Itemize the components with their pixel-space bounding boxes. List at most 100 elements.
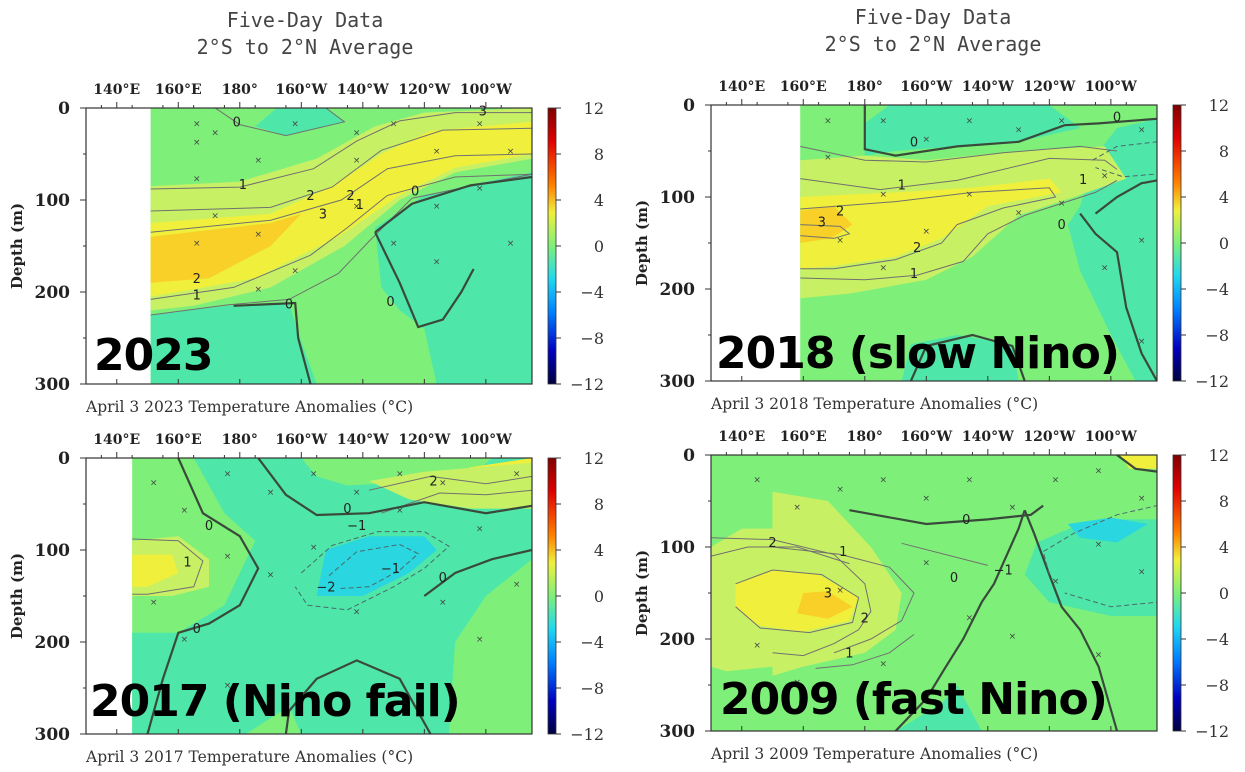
y-tick-label: 200 [660, 280, 696, 300]
contour-label: 0 [205, 519, 213, 534]
y-tick-label: 200 [35, 283, 71, 303]
sample-marker: × [513, 580, 521, 590]
colorbar-tick-label: 8 [594, 495, 604, 514]
sample-marker: × [291, 119, 299, 129]
colorbar-tick-label: 12 [584, 449, 604, 468]
sample-marker: × [193, 119, 201, 129]
contour-label: 0 [910, 135, 918, 150]
y-tick-label: 300 [35, 725, 71, 745]
anomaly-region-cool [901, 335, 1019, 381]
sample-marker: × [753, 641, 761, 651]
contour-line [800, 187, 1057, 270]
y-tick-label: 100 [660, 538, 696, 558]
contour-label: 1 [193, 288, 201, 303]
contour-label: 2 [768, 536, 776, 551]
colorbar-tick-label: −8 [1205, 676, 1229, 695]
big-label-2018: 2018 (slow Nino) [716, 328, 1120, 379]
panel-2017: × × × × × × × × × × × × × × × × × × × × × 0 1 0 0 −1 −2 −1 2 0 140°E 16… [0, 418, 604, 770]
sample-marker: × [390, 239, 398, 249]
contour-label: −1 [381, 562, 400, 577]
colorbar-tick-label: −8 [1205, 326, 1229, 345]
x-tick-label: 180° [222, 82, 258, 98]
sample-marker: × [150, 479, 158, 489]
x-tick-label: 160°E [155, 82, 202, 98]
contour-label: 0 [233, 115, 241, 130]
y-axis-label: Depth (m) [8, 203, 26, 289]
x-tick-label: 100°W [460, 432, 512, 448]
sample-marker: × [1095, 650, 1103, 660]
contour-label: 1 [1079, 173, 1087, 188]
contour-line [815, 633, 915, 669]
anomaly-region-cool [864, 105, 1081, 156]
contour-label: 3 [824, 587, 832, 602]
sample-marker: × [1101, 172, 1109, 182]
x-tick-label: 160°W [900, 79, 952, 95]
y-tick-label: 300 [660, 372, 696, 392]
colorbar-tick-label: 4 [1219, 538, 1229, 557]
sample-marker: × [390, 119, 398, 129]
sample-marker: × [1138, 568, 1146, 578]
contour-label: 0 [1113, 111, 1121, 126]
big-label-2023: 2023 [94, 330, 213, 381]
y-axis-label: Depth (m) [8, 553, 26, 639]
sample-marker: × [879, 190, 887, 200]
y-tick-label: 300 [35, 375, 71, 395]
sample-marker: × [211, 211, 219, 221]
anomaly-region-cooler [332, 545, 419, 587]
zero-contour-line [233, 301, 312, 384]
zero-contour-line [374, 231, 475, 329]
colorbar-tick-label: 0 [1219, 234, 1229, 253]
sample-marker: × [267, 488, 275, 498]
zero-contour-line [146, 458, 260, 734]
zero-contour-line [1079, 212, 1157, 381]
y-tick-label: 200 [660, 630, 696, 650]
sample-marker: × [923, 494, 931, 504]
sample-marker: × [879, 264, 887, 274]
sample-marker: × [836, 586, 844, 596]
sample-marker: × [254, 156, 262, 166]
anomaly-region-cool [255, 108, 345, 136]
colorbar-tick-label: 8 [594, 145, 604, 164]
anomaly-region-hot [150, 213, 302, 283]
x-tick-label: 140°E [93, 432, 140, 448]
colorbar-tick-label: 8 [1219, 492, 1229, 511]
sample-marker: × [254, 285, 262, 295]
y-tick-label: 100 [35, 541, 71, 561]
contour-line [214, 108, 346, 137]
sample-marker: × [193, 175, 201, 185]
x-tick-label: 160°W [275, 82, 327, 98]
contour-line [800, 145, 1118, 163]
colorbar-tick-label: 4 [594, 541, 604, 560]
header-left-title: Five-Day Data [226, 8, 384, 32]
header-left: Five-Day Data 2°S to 2°N Average [150, 8, 460, 61]
sample-marker: × [753, 476, 761, 486]
sample-marker: × [310, 469, 318, 479]
x-tick-label: 140°W [962, 429, 1014, 445]
anomaly-region-warmer [800, 178, 1062, 269]
contour-label: 2 [193, 272, 201, 287]
x-tick-label: 100°W [1085, 429, 1137, 445]
x-tick-label: 140°E [718, 429, 765, 445]
contour-line [800, 179, 1118, 281]
contour-label: 0 [386, 295, 394, 310]
colorbar-tick-label: 8 [1219, 142, 1229, 161]
contour-label: −1 [347, 519, 366, 534]
sample-marker: × [836, 236, 844, 246]
x-tick-label: 120°W [1023, 429, 1075, 445]
contour-label: 1 [356, 198, 364, 213]
land-mask [86, 108, 151, 384]
contour-label: 1 [910, 267, 918, 282]
colorbar-tick-label: −4 [1205, 280, 1229, 299]
zero-contour-line [909, 333, 1026, 381]
anomaly-region-warm [369, 462, 532, 509]
sample-marker: × [1138, 126, 1146, 136]
y-axis-label: Depth (m) [633, 550, 651, 636]
sample-marker: × [433, 202, 441, 212]
sample-marker: × [793, 678, 801, 688]
chart-caption: April 3 2018 Temperature Anomalies (°C) [710, 395, 1038, 413]
y-tick-label: 0 [683, 446, 695, 466]
zero-contour-line [863, 105, 1157, 157]
contour-line [800, 224, 851, 239]
y-tick-label: 300 [660, 722, 696, 742]
